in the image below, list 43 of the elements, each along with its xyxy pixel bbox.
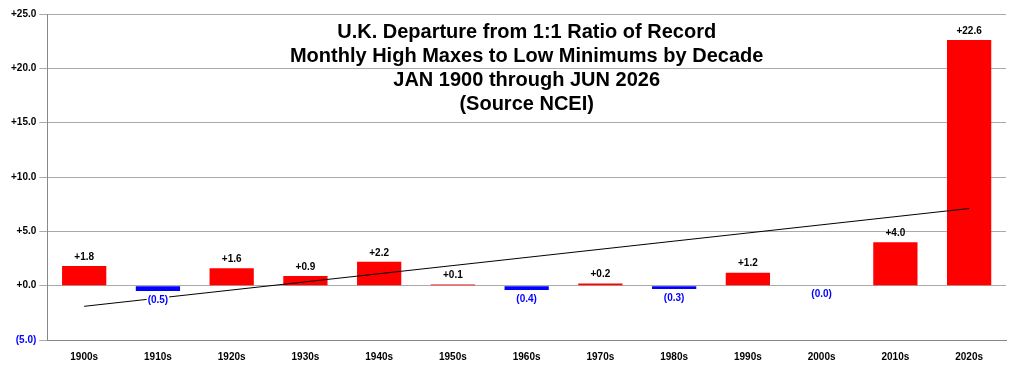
text: U.K. Departure from 1:1 Ratio of Record Monthly High Maxes to Low Minimums by Decade JAN 1900 through JUN 2026 (Source NCEI) (289, 19, 764, 114)
bar (652, 286, 697, 289)
data-label: +1.6 (221, 253, 242, 265)
bar (62, 266, 107, 286)
y-tick-label: +10.0 (10, 170, 37, 182)
bar (209, 268, 254, 286)
x-tick-label: 2000s (807, 350, 836, 362)
data-label: +22.6 (956, 24, 983, 36)
y-tick-label: +5.0 (16, 225, 37, 237)
data-label: +4.0 (885, 226, 906, 238)
x-tick-label: 1980s (660, 350, 689, 362)
x-tick-label: 1940s (365, 350, 394, 362)
data-label: (0.0) (811, 288, 832, 300)
y-tick-label: +0.0 (16, 279, 37, 291)
data-label: +1.8 (74, 250, 95, 262)
bar (725, 272, 771, 286)
data-label: +1.2 (738, 257, 759, 269)
x-tick-label: 1960s (512, 350, 541, 362)
x-tick-label: 1950s (439, 350, 468, 362)
y-tick-label: +25.0 (10, 7, 37, 19)
data-label: (0.5) (147, 293, 169, 305)
y-tick-label: (5.0) (15, 333, 37, 345)
x-tick-label: 1970s (586, 350, 615, 362)
bar (357, 261, 402, 286)
data-label: +2.2 (369, 246, 390, 258)
data-label: +0.9 (295, 260, 316, 272)
x-tick-label: 1910s (144, 350, 173, 362)
data-label: (0.4) (516, 292, 537, 304)
x-tick-label: 2020s (955, 350, 984, 362)
bar (873, 242, 918, 286)
x-tick-label: 1990s (733, 350, 763, 362)
bar (504, 286, 549, 291)
data-label: +0.2 (590, 268, 611, 280)
x-tick-label: 1920s (217, 350, 247, 362)
bar (135, 286, 181, 292)
bar (947, 40, 992, 286)
x-tick-label: 1930s (291, 350, 320, 362)
y-tick-label: +15.0 (10, 116, 37, 128)
data-label: (0.3) (663, 291, 685, 303)
x-tick-label: 2010s (881, 350, 910, 362)
y-tick-label: +20.0 (10, 62, 37, 74)
data-label: +0.1 (443, 269, 464, 281)
x-tick-label: 1900s (70, 350, 99, 362)
